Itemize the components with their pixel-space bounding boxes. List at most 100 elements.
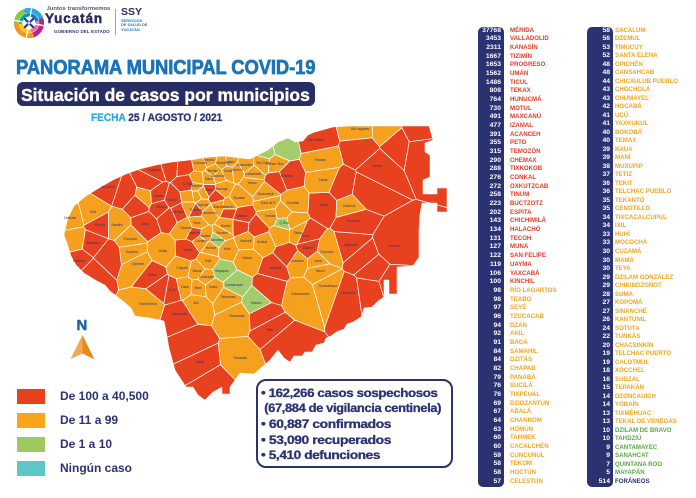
svg-text:Tekanto: Tekanto — [222, 205, 233, 209]
svg-text:Dzidzantun: Dzidzantun — [237, 163, 253, 167]
svg-text:Chapab: Chapab — [176, 266, 187, 270]
svg-text:Ticul: Ticul — [169, 288, 176, 292]
svg-text:Maxcanu: Maxcanu — [87, 241, 100, 245]
svg-text:Hoctun: Hoctun — [221, 224, 231, 228]
svg-text:Tunkas: Tunkas — [265, 214, 276, 218]
svg-text:Uayma: Uayma — [303, 246, 313, 250]
svg-text:Kaua: Kaua — [314, 259, 322, 263]
svg-text:Sudzal: Sudzal — [257, 240, 267, 244]
svg-text:Dzilam Glez: Dzilam Glez — [266, 162, 284, 166]
svg-text:Abala: Abala — [159, 249, 167, 253]
svg-text:Izamal: Izamal — [237, 214, 247, 218]
svg-text:Dzan: Dzan — [181, 285, 189, 289]
svg-text:Tekom: Tekom — [315, 269, 325, 273]
svg-text:Tekal de V: Tekal de V — [261, 201, 277, 205]
svg-text:Kantunil: Kantunil — [240, 239, 252, 243]
svg-text:Seye: Seye — [193, 221, 200, 225]
svg-text:Cantamayec: Cantamayec — [225, 283, 243, 287]
svg-text:Oxkutzcab: Oxkutzcab — [171, 312, 186, 316]
svg-text:Cenotillo: Cenotillo — [287, 201, 300, 205]
svg-text:Hunucma: Hunucma — [101, 185, 115, 189]
svg-text:Q Roo: Q Roo — [279, 221, 288, 225]
svg-text:Bokoba: Bokoba — [214, 205, 225, 209]
svg-text:Sanahcat: Sanahcat — [210, 238, 224, 242]
svg-text:Temozon: Temozon — [347, 219, 360, 223]
svg-text:Tixmehuac: Tixmehuac — [220, 295, 236, 299]
svg-text:Rio Lagartos: Rio Lagartos — [351, 127, 369, 131]
svg-text:Yaxkukul: Yaxkukul — [190, 184, 203, 188]
svg-text:Tepakan: Tepakan — [233, 196, 245, 200]
svg-text:Akil: Akil — [193, 301, 198, 305]
svg-text:Tekax: Tekax — [196, 360, 205, 364]
svg-text:Buctzotz: Buctzotz — [281, 174, 294, 178]
svg-text:Timucuy: Timucuy — [180, 226, 192, 230]
svg-text:Telchac P: Telchac P — [207, 169, 221, 173]
svg-text:Sotuta: Sotuta — [242, 256, 251, 260]
svg-text:Sta Clara: Sta Clara — [256, 161, 270, 165]
svg-text:Tizimin: Tizimin — [372, 164, 382, 168]
svg-text:Tetiz: Tetiz — [90, 210, 97, 214]
svg-text:Mayapan: Mayapan — [215, 269, 228, 273]
svg-text:Acanceh: Acanceh — [189, 231, 202, 235]
svg-text:Tahdziu: Tahdziu — [251, 301, 262, 305]
svg-text:Motul: Motul — [205, 188, 213, 192]
svg-text:Opichen: Opichen — [132, 262, 144, 266]
svg-text:Tekit: Tekit — [205, 259, 212, 263]
svg-text:Caucel: Caucel — [153, 194, 163, 198]
svg-text:Mama: Mama — [193, 269, 202, 273]
svg-text:Espita: Espita — [320, 203, 329, 207]
svg-text:Kinchil: Kinchil — [95, 223, 105, 227]
svg-text:Sucila: Sucila — [319, 178, 328, 182]
svg-text:Tzucacab: Tzucacab — [233, 356, 247, 360]
svg-text:Yobain: Yobain — [225, 160, 235, 164]
svg-text:Conkal: Conkal — [183, 182, 193, 186]
svg-text:Cholul: Cholul — [167, 198, 176, 202]
svg-text:Dzoncauich: Dzoncauich — [258, 192, 275, 196]
svg-text:Chemax: Chemax — [388, 244, 400, 248]
svg-text:Muxupip: Muxupip — [216, 187, 228, 191]
svg-text:Panaba: Panaba — [315, 158, 326, 162]
svg-text:Telchac: Telchac — [204, 158, 215, 162]
svg-text:Chacsinkin: Chacsinkin — [229, 314, 245, 318]
svg-text:Celestun: Celestun — [64, 216, 77, 220]
svg-text:Sinanche: Sinanche — [216, 161, 230, 165]
svg-text:Yaxcaba: Yaxcaba — [269, 266, 281, 270]
svg-text:Mococha: Mococha — [212, 174, 225, 178]
svg-text:Halacho: Halacho — [73, 259, 85, 263]
svg-text:Suma: Suma — [224, 169, 233, 173]
svg-text:Valladolid: Valladolid — [344, 243, 358, 247]
svg-text:Chankom: Chankom — [290, 259, 304, 263]
svg-text:Samahil: Samahil — [111, 223, 123, 227]
svg-text:Cansahcab: Cansahcab — [245, 172, 261, 176]
svg-text:Chochola: Chochola — [123, 237, 137, 241]
svg-text:Baca: Baca — [205, 177, 212, 181]
svg-text:Santa Elena: Santa Elena — [139, 302, 157, 306]
svg-text:Peto: Peto — [267, 328, 274, 332]
svg-text:Teabo: Teabo — [209, 285, 218, 289]
svg-text:Progreso: Progreso — [148, 168, 161, 172]
svg-text:Chikindzonot: Chikindzonot — [291, 292, 310, 296]
svg-text:Muna: Muna — [148, 273, 156, 277]
svg-text:Merida: Merida — [156, 205, 166, 209]
svg-text:San Felipe: San Felipe — [308, 138, 323, 142]
svg-text:Dzemul: Dzemul — [232, 168, 243, 172]
svg-text:Mani: Mani — [195, 286, 202, 290]
svg-text:Temax: Temax — [247, 181, 257, 185]
svg-text:Tixcacalcupul: Tixcacalcupul — [318, 284, 337, 288]
svg-text:Calotmul: Calotmul — [343, 204, 356, 208]
svg-text:Uman: Uman — [141, 222, 150, 226]
svg-text:Chumayel: Chumayel — [199, 275, 214, 279]
svg-text:Tecoh: Tecoh — [184, 248, 193, 252]
svg-text:Chicxulub: Chicxulub — [193, 161, 207, 165]
svg-text:Dzitas: Dzitas — [294, 231, 303, 235]
svg-text:Tixpeual: Tixpeual — [196, 203, 208, 207]
svg-text:Cuzama: Cuzama — [195, 239, 207, 243]
svg-text:Chichimila: Chichimila — [341, 291, 356, 295]
svg-text:Kanasin: Kanasin — [172, 210, 184, 214]
svg-text:Homun: Homun — [206, 246, 217, 250]
svg-text:Xocchel: Xocchel — [216, 231, 228, 235]
svg-text:Huhi: Huhi — [224, 247, 231, 251]
svg-text:Tinum: Tinum — [301, 234, 310, 238]
svg-text:Kopoma: Kopoma — [126, 250, 138, 254]
svg-text:Cuncunul: Cuncunul — [320, 250, 334, 254]
